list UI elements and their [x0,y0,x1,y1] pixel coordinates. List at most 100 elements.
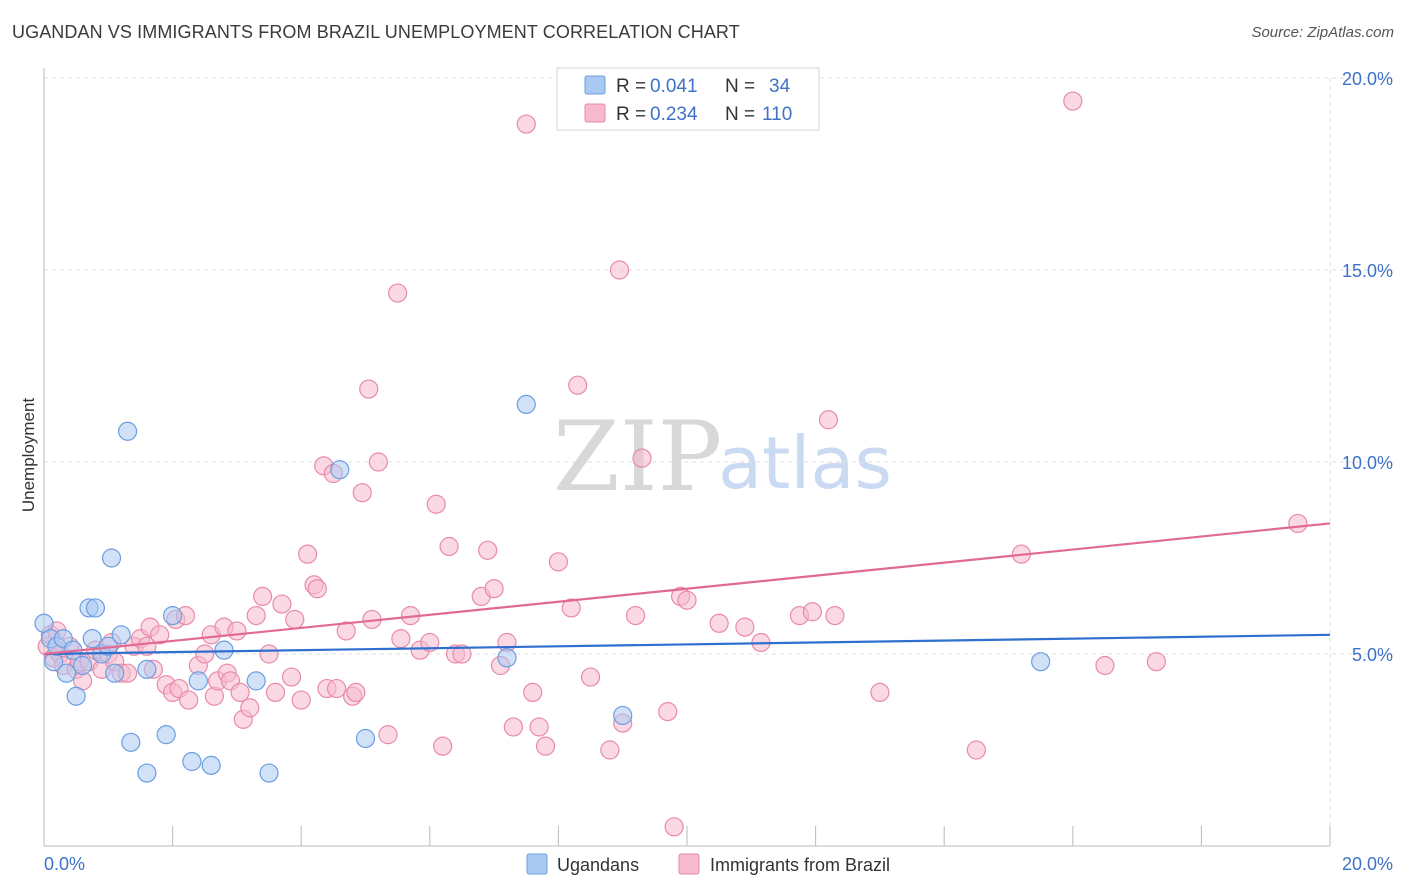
legend-swatch-ugandans [584,75,606,95]
y-tick-label-15: 15.0% [1342,261,1393,281]
point-brazil-103 [818,410,839,430]
point-brazil-99 [735,617,755,637]
point-brazil-57 [336,621,356,641]
point-brazil-97 [677,590,697,610]
point-brazil-45 [265,682,286,703]
point-ugandans-31 [497,648,517,668]
point-brazil-56 [326,678,347,699]
point-brazil-82 [523,682,543,703]
point-ugandans-14 [101,548,122,568]
series-legend-label-ugandans: Ugandans [557,855,639,875]
point-ugandans-22 [163,605,183,626]
source-label: Source: ZipAtlas.com [1251,24,1394,41]
point-brazil-93 [632,448,652,468]
point-brazil-42 [246,605,266,626]
point-brazil-47 [281,667,302,687]
point-brazil-108 [1095,655,1115,676]
legend-swatch-brazil [584,103,606,123]
trendlines [43,522,1331,656]
point-brazil-110 [1063,91,1083,111]
trendline-brazil [43,522,1331,656]
point-ugandans-24 [188,671,208,691]
point-brazil-43 [253,586,273,607]
point-ugandans-32 [516,394,536,414]
point-brazil-95 [664,817,684,837]
point-ugandans-17 [117,421,138,441]
y-tick-label-20: 20.0% [1342,69,1393,89]
point-brazil-64 [378,725,398,745]
point-brazil-38 [227,621,247,641]
point-brazil-23 [150,625,170,645]
point-brazil-84 [535,736,556,756]
series-legend-swatch-ugandans [526,853,548,875]
point-brazil-63 [368,452,388,472]
y-tick-label-5: 5.0% [1352,645,1393,665]
point-brazil-66 [391,629,411,649]
point-brazil-90 [609,260,630,280]
watermark: ZIP atlas [553,401,892,513]
point-brazil-88 [580,667,601,687]
legend-r-value-1: 0.234 [650,104,698,125]
point-ugandans-34 [1031,652,1051,672]
point-brazil-102 [802,602,822,622]
trendline-ugandans [43,633,1331,656]
point-brazil-111 [1288,513,1308,534]
legend-r-label-0: R = [616,76,646,97]
point-brazil-70 [426,494,446,514]
grid [44,77,1392,846]
legend-n-label-0: N = [725,76,755,97]
point-ugandans-23 [182,751,202,772]
series-legend: Ugandans Immigrants from Brazil [526,853,890,875]
legend-r-value-0: 0.041 [650,76,698,97]
point-brazil-29 [179,690,199,710]
point-brazil-61 [359,379,379,399]
point-brazil-48 [285,609,305,630]
point-ugandans-21 [156,725,176,745]
point-brazil-52 [307,579,327,599]
point-ugandans-30 [355,728,376,749]
point-brazil-60 [352,483,372,503]
point-brazil-59 [346,682,366,703]
point-ugandans-19 [137,763,157,783]
point-ugandans-7 [66,686,86,706]
point-brazil-92 [625,605,646,626]
point-brazil-74 [452,644,472,664]
legend-n-label-1: N = [725,104,755,125]
point-ugandans-27 [246,671,266,691]
point-brazil-81 [516,114,536,134]
x-tick-label-1: 20.0% [1342,854,1393,874]
watermark-atlas: atlas [718,421,892,505]
axes [43,68,1331,847]
point-brazil-106 [966,740,986,760]
series-legend-label-brazil: Immigrants from Brazil [710,855,890,875]
point-brazil-50 [298,544,318,564]
svg-text:R = 0.234 N =: R = 0.234 N = 110 [616,104,792,125]
point-brazil-72 [439,536,459,557]
point-brazil-98 [709,613,729,633]
point-brazil-87 [568,375,588,395]
point-ugandans-25 [201,755,221,775]
point-brazil-80 [503,717,523,737]
point-brazil-89 [600,740,620,760]
point-brazil-71 [433,736,453,756]
point-ugandans-11 [85,598,106,618]
point-brazil-31 [195,644,215,664]
series-legend-swatch-brazil [678,853,700,875]
point-brazil-94 [658,701,678,722]
svg-text:R = 0.041 N =: R = 0.041 N = 34 [616,76,791,97]
point-brazil-105 [870,682,890,703]
legend-r-label-1: R = [616,104,646,125]
point-brazil-104 [825,605,845,626]
point-ugandans-29 [330,460,350,480]
point-brazil-86 [561,598,581,618]
point-ugandans-18 [121,732,141,752]
series-brazil-points [37,91,1308,837]
point-brazil-69 [420,632,440,653]
point-brazil-46 [272,594,292,614]
chart-title: UGANDAN VS IMMIGRANTS FROM BRAZIL UNEMPL… [12,22,740,42]
point-ugandans-8 [72,655,93,676]
point-brazil-41 [240,698,260,718]
point-brazil-85 [548,552,569,572]
point-ugandans-33 [613,705,633,726]
